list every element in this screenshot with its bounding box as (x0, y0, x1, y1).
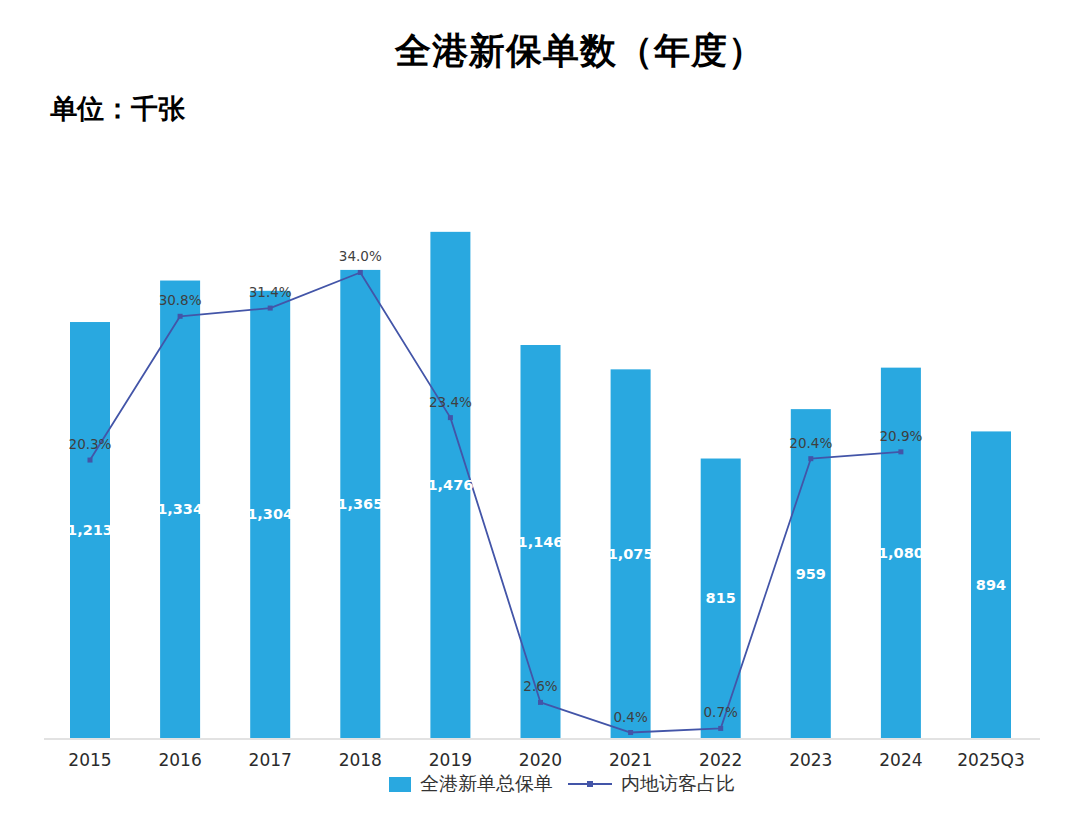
pct-label-2024: 20.9% (879, 428, 922, 444)
x-tick-label-2016: 2016 (158, 750, 201, 770)
x-tick-label-2017: 2017 (249, 750, 292, 770)
line-marker-2015 (88, 458, 93, 463)
bar-series-swatch-icon (389, 777, 411, 792)
line-marker-2023 (808, 456, 813, 461)
pct-label-2023: 20.4% (789, 435, 832, 451)
bar-value-label-2017: 1,304 (247, 506, 293, 522)
bar-value-label-2023: 959 (796, 566, 826, 582)
pct-label-2015: 20.3% (69, 436, 112, 452)
bar-value-label-2019: 1,476 (427, 477, 473, 493)
line-series-path (90, 272, 901, 732)
x-tick-label-2019: 2019 (429, 750, 472, 770)
pct-label-2017: 31.4% (249, 284, 292, 300)
bar-value-label-2020: 1,146 (518, 534, 564, 550)
line-marker-2022 (718, 726, 723, 731)
line-marker-2016 (178, 314, 183, 319)
pct-label-2020: 2.6% (523, 678, 557, 694)
x-tick-label-2025Q3: 2025Q3 (957, 750, 1024, 770)
bar-value-label-2015: 1,213 (67, 522, 113, 538)
x-tick-label-2024: 2024 (879, 750, 922, 770)
chart-page: 全港新保单数（年度） 单位：千张 20.3%30.8%31.4%34.0%23.… (0, 0, 1080, 826)
x-tick-label-2023: 2023 (789, 750, 832, 770)
line-marker-2017 (268, 306, 273, 311)
bar-value-label-2016: 1,334 (157, 501, 203, 517)
line-series-marker-icon (567, 777, 613, 791)
legend-item-line-series: 内地访客占比 (553, 771, 735, 797)
pct-label-2016: 30.8% (159, 292, 202, 308)
pct-label-2019: 23.4% (429, 394, 472, 410)
line-marker-2019 (448, 415, 453, 420)
bar-value-label-2021: 1,075 (608, 546, 654, 562)
legend-bar-series-label: 全港新单总保单 (420, 771, 553, 797)
x-tick-label-2021: 2021 (609, 750, 652, 770)
bar-value-label-2018: 1,365 (337, 496, 383, 512)
bar-value-label-2025Q3: 894 (976, 577, 1006, 593)
chart-plot-area: 20.3% 30.8% 31.4% 34.0% 23.4% 2.6% 0.4% 0.7% 20.… (0, 0, 1080, 826)
legend-line-series-label: 内地访客占比 (621, 771, 735, 797)
bar-value-label-2022: 815 (706, 590, 736, 606)
x-tick-label-2022: 2022 (699, 750, 742, 770)
bar-value-label-2024: 1,080 (878, 545, 924, 561)
x-tick-label-2018: 2018 (339, 750, 382, 770)
chart-legend: 全港新单总保单 内地访客占比 (22, 771, 1080, 797)
line-marker-2020 (538, 700, 543, 705)
x-tick-label-2020: 2020 (519, 750, 562, 770)
line-marker-2024 (898, 449, 903, 454)
pct-label-2022: 0.7% (704, 704, 738, 720)
x-tick-label-2015: 2015 (68, 750, 111, 770)
legend-item-bar-series: 全港新单总保单 (389, 771, 553, 797)
line-marker-2021 (628, 730, 633, 735)
line-marker-2018 (358, 270, 363, 275)
pct-label-2018: 34.0% (339, 248, 382, 264)
pct-label-2021: 0.4% (613, 709, 647, 725)
